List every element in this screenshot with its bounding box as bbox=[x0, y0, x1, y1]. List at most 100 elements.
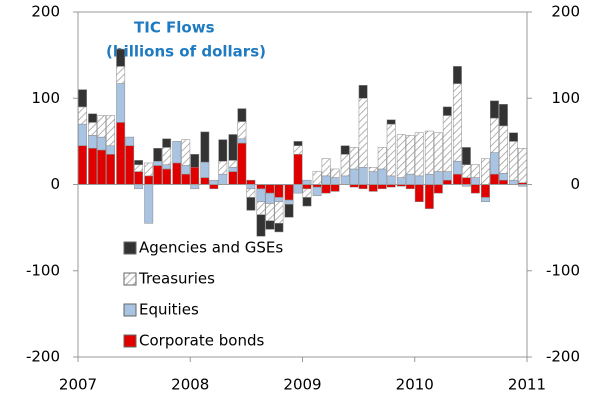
bar-segment bbox=[433, 184, 443, 194]
bar-segment bbox=[481, 184, 490, 198]
x-tick-label: 2007 bbox=[59, 376, 97, 394]
bar-segment bbox=[162, 168, 172, 185]
bar-segment bbox=[284, 184, 294, 201]
bar-segment bbox=[181, 173, 191, 185]
bar-segment bbox=[452, 160, 462, 175]
y-tick-label: 0 bbox=[50, 175, 60, 193]
bar-segment bbox=[470, 184, 480, 194]
bar-segment bbox=[312, 171, 322, 185]
x-tick-label: 2009 bbox=[283, 376, 321, 394]
bar-segment bbox=[97, 136, 106, 151]
y-tick-label: -200 bbox=[26, 348, 60, 366]
bar-segment bbox=[368, 184, 378, 192]
legend-swatch bbox=[123, 334, 137, 348]
bar-segment bbox=[97, 115, 106, 138]
y-tick-label: 200 bbox=[31, 3, 60, 21]
bar-segment bbox=[330, 168, 340, 178]
bar-segment bbox=[414, 132, 424, 177]
bar-segment bbox=[116, 66, 126, 84]
bar-segment bbox=[302, 188, 312, 198]
bar-segment bbox=[144, 175, 154, 185]
y2-tick-label: 0 bbox=[570, 175, 580, 193]
bar-segment bbox=[499, 173, 508, 181]
bar-segment bbox=[256, 214, 266, 237]
bar-segment bbox=[490, 173, 499, 185]
bar-segment bbox=[246, 197, 256, 211]
bar-segment bbox=[209, 184, 219, 190]
legend-label: Treasuries bbox=[138, 270, 215, 288]
bar-segment bbox=[246, 184, 256, 190]
bar-segment bbox=[368, 167, 378, 172]
bar-segment bbox=[144, 162, 154, 177]
bar-segment bbox=[106, 115, 115, 146]
bar-segment bbox=[172, 162, 182, 185]
bar-segment bbox=[237, 108, 247, 122]
bar-segment bbox=[144, 184, 154, 224]
bar-segment bbox=[190, 167, 200, 185]
bar-segment bbox=[433, 171, 443, 185]
chart-title: TIC Flows bbox=[134, 19, 215, 37]
bar-segment bbox=[368, 171, 378, 185]
bar-segment bbox=[396, 177, 406, 185]
bar-segment bbox=[461, 164, 471, 178]
bar-segment bbox=[134, 164, 144, 172]
bar-segment bbox=[490, 117, 499, 153]
bar-segment bbox=[200, 131, 210, 163]
bar-segment bbox=[490, 152, 499, 175]
bar-segment bbox=[274, 223, 284, 233]
bar-segment bbox=[181, 139, 191, 166]
bar-segment bbox=[265, 203, 275, 221]
bar-segment bbox=[88, 148, 98, 185]
bar-segment bbox=[499, 104, 508, 127]
chart-subtitle: (billions of dollars) bbox=[106, 43, 266, 61]
bar-segment bbox=[321, 184, 331, 194]
bar-segment bbox=[377, 184, 387, 190]
legend-swatch bbox=[123, 272, 137, 286]
bar-segment bbox=[228, 134, 238, 161]
bar-segment bbox=[405, 135, 415, 175]
bar-segment bbox=[265, 220, 275, 230]
bar-segment bbox=[162, 164, 172, 170]
bar-segment bbox=[274, 184, 284, 198]
bar-segment bbox=[340, 154, 350, 177]
bar-segment bbox=[116, 48, 126, 67]
bar-segment bbox=[116, 122, 126, 185]
bar-segment bbox=[481, 158, 490, 185]
bar-segment bbox=[153, 148, 163, 162]
bar-segment bbox=[377, 168, 387, 185]
bar-segment bbox=[153, 160, 163, 166]
bar-segment bbox=[302, 179, 312, 185]
bar-segment bbox=[442, 106, 452, 116]
bar-segment bbox=[78, 123, 87, 146]
bar-segment bbox=[284, 204, 294, 218]
bar-segment bbox=[162, 138, 172, 148]
bar-segment bbox=[518, 148, 527, 184]
legend-label: Corporate bonds bbox=[139, 332, 264, 350]
bar-segment bbox=[377, 147, 387, 170]
bar-segment bbox=[461, 147, 471, 165]
bar-segment bbox=[442, 179, 452, 185]
bar-segment bbox=[134, 160, 144, 165]
bar-segment bbox=[481, 197, 490, 202]
bar-segment bbox=[461, 177, 471, 185]
bar-segment bbox=[256, 184, 266, 190]
bar-segment bbox=[321, 175, 331, 185]
bar-segment bbox=[386, 175, 396, 185]
bar-segment bbox=[181, 165, 191, 175]
bar-segment bbox=[414, 175, 424, 185]
bar-segment bbox=[218, 139, 228, 162]
bar-segment bbox=[88, 135, 98, 149]
y2-tick-label: 200 bbox=[551, 3, 580, 21]
bar-segment bbox=[405, 184, 415, 190]
bar-segment bbox=[293, 154, 303, 185]
bar-segment bbox=[358, 98, 368, 168]
bar-segment bbox=[414, 184, 424, 202]
legend-label: Equities bbox=[139, 301, 199, 319]
bar-segment bbox=[200, 177, 210, 185]
bar-segment bbox=[340, 175, 350, 185]
bar-segment bbox=[88, 122, 98, 136]
bar-segment bbox=[330, 177, 340, 185]
bar-segment bbox=[302, 197, 312, 207]
bar-segment bbox=[246, 179, 256, 185]
